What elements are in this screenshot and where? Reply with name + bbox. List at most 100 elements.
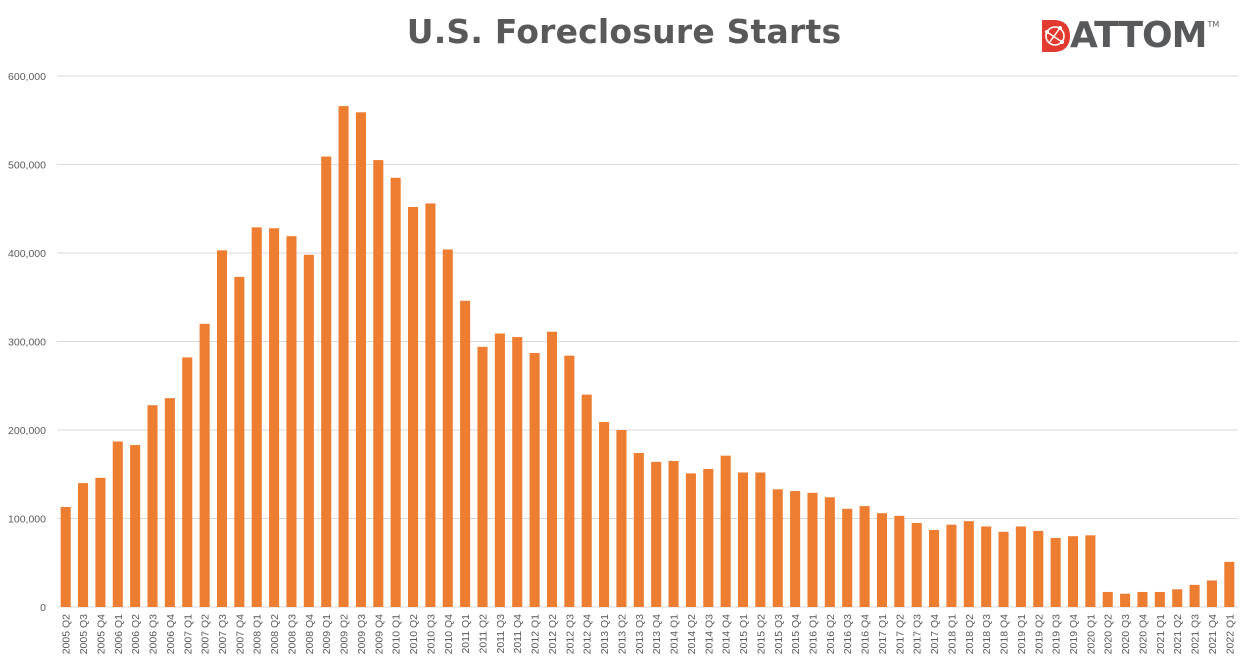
x-tick-label: 2021 Q3 (1190, 614, 1202, 654)
x-tick-label: 2006 Q2 (130, 614, 142, 654)
bar (130, 445, 141, 607)
bar (946, 524, 957, 607)
x-tick-label: 2008 Q2 (269, 614, 281, 654)
bar (303, 254, 314, 607)
bar (164, 398, 175, 607)
bar (894, 515, 905, 607)
x-tick-label: 2018 Q2 (964, 614, 976, 654)
x-tick-label: 2011 Q1 (460, 614, 472, 654)
bar (199, 323, 210, 607)
logo-trademark: TM (1207, 20, 1220, 29)
x-tick-label: 2022 Q1 (1224, 614, 1236, 654)
bar (911, 522, 922, 607)
x-tick-label: 2008 Q4 (304, 614, 316, 654)
x-tick-label: 2009 Q3 (356, 614, 368, 654)
bar (494, 333, 505, 607)
y-tick-label: 300,000 (8, 337, 46, 349)
x-tick-label: 2015 Q2 (755, 614, 767, 654)
x-tick-label: 2009 Q4 (373, 614, 385, 654)
x-tick-label: 2009 Q2 (339, 614, 351, 654)
bar (1102, 591, 1113, 607)
bar (685, 473, 696, 607)
bar (1206, 580, 1217, 607)
logo-text: ATTOM (1070, 15, 1207, 56)
bar (1224, 561, 1235, 607)
bar (755, 472, 766, 607)
x-tick-label: 2021 Q2 (1172, 614, 1184, 654)
x-tick-label: 2014 Q4 (721, 614, 733, 654)
bar (651, 461, 662, 607)
x-tick-label: 2020 Q4 (1137, 614, 1149, 654)
x-tick-label: 2018 Q1 (946, 614, 958, 654)
x-tick-label: 2008 Q3 (286, 614, 298, 654)
bar (442, 249, 453, 607)
x-tick-label: 2007 Q1 (182, 614, 194, 654)
x-tick-label: 2014 Q2 (686, 614, 698, 654)
x-tick-label: 2021 Q4 (1207, 614, 1219, 654)
bar (998, 531, 1009, 607)
bar (1189, 584, 1200, 608)
x-tick-label: 2019 Q3 (1051, 614, 1063, 654)
y-tick-label: 500,000 (8, 160, 46, 172)
x-tick-label: 2015 Q4 (790, 614, 802, 654)
bar (95, 477, 106, 607)
x-tick-label: 2007 Q2 (200, 614, 212, 654)
x-tick-label: 2020 Q3 (1120, 614, 1132, 654)
x-tick-label: 2010 Q3 (425, 614, 437, 654)
y-tick-label: 200,000 (8, 425, 46, 437)
x-tick-label: 2005 Q3 (78, 614, 90, 654)
y-tick-label: 600,000 (8, 71, 46, 83)
bar (564, 355, 575, 607)
bar (286, 236, 297, 607)
bar (807, 492, 818, 607)
attom-logo: ATTOM TM (1040, 14, 1219, 58)
bar (373, 160, 384, 607)
y-tick-label: 100,000 (8, 514, 46, 526)
x-tick-label: 2015 Q3 (773, 614, 785, 654)
x-tick-label: 2016 Q4 (860, 614, 872, 654)
x-tick-label: 2012 Q3 (564, 614, 576, 654)
bar (390, 177, 401, 607)
bar (981, 526, 992, 607)
bar (182, 357, 193, 607)
x-tick-label: 2005 Q4 (95, 614, 107, 654)
bar (859, 506, 870, 607)
bar (1033, 530, 1044, 607)
x-tick-label: 2019 Q4 (1068, 614, 1080, 654)
bar (460, 300, 471, 607)
bar (876, 513, 887, 607)
bar (581, 394, 592, 607)
x-tick-label: 2016 Q1 (807, 614, 819, 654)
x-tick-label: 2006 Q3 (148, 614, 160, 654)
bar (321, 156, 332, 607)
x-tick-label: 2016 Q2 (825, 614, 837, 654)
x-tick-label: 2017 Q2 (894, 614, 906, 654)
bars (60, 106, 1235, 608)
bar (1154, 591, 1165, 607)
globe-icon (1042, 20, 1070, 52)
x-tick-label: 2011 Q2 (478, 614, 490, 654)
bar (1067, 536, 1079, 607)
bar (477, 346, 488, 607)
bar (1172, 589, 1183, 607)
x-tick-label: 2020 Q2 (1103, 614, 1115, 654)
bar (338, 106, 349, 607)
bar (408, 206, 419, 608)
x-tick-label: 2009 Q1 (321, 614, 333, 654)
bar (1015, 526, 1026, 607)
bar (60, 507, 71, 607)
bar (737, 472, 749, 607)
bar (842, 508, 853, 607)
x-tick-label: 2013 Q1 (599, 614, 611, 654)
x-tick-label: 2012 Q2 (547, 614, 559, 654)
x-tick-label: 2017 Q4 (929, 614, 941, 654)
y-axis-ticks: 0 100,000 200,000 300,000 400,000 500,000 600,… (8, 71, 46, 614)
x-tick-label: 2007 Q3 (217, 614, 229, 654)
bar (929, 530, 940, 607)
y-tick-label: 0 (40, 602, 46, 614)
bar (1050, 537, 1061, 607)
x-tick-label: 2007 Q4 (234, 614, 246, 654)
bar (963, 521, 974, 607)
bar (599, 422, 610, 607)
